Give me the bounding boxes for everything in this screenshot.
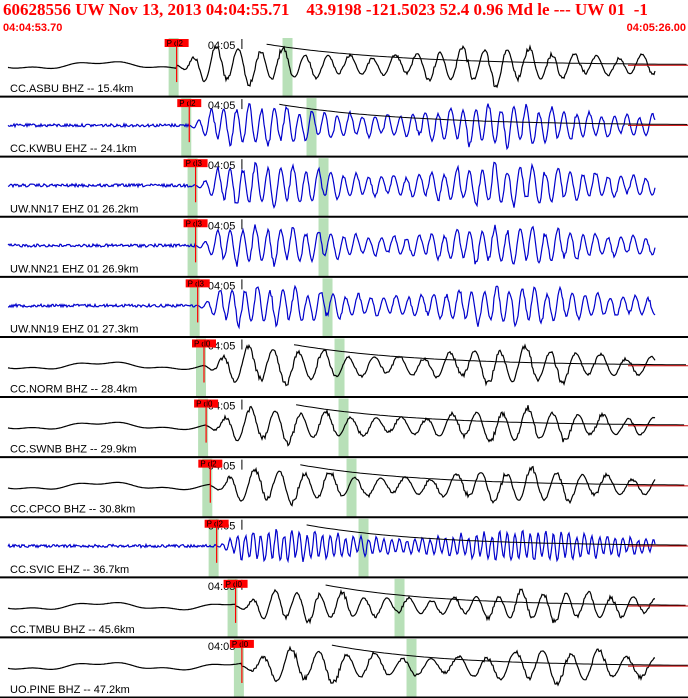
s-window-band bbox=[334, 338, 345, 397]
station-label: UW.NN17 EHZ 01 26.2km bbox=[10, 203, 138, 215]
station-label: UW.NN21 EHZ 01 26.9km bbox=[10, 263, 138, 275]
station-label: UO.PINE BHZ -- 47.2km bbox=[10, 684, 130, 696]
station-label: CC.TMBU BHZ -- 45.6km bbox=[10, 624, 135, 636]
coda-envelope bbox=[296, 404, 685, 426]
seismic-trace bbox=[7, 102, 656, 151]
p-pick-label: P d3 bbox=[186, 159, 203, 168]
p-window-band bbox=[196, 338, 206, 397]
p-window-band bbox=[208, 518, 219, 577]
p-pick-label: P d3 bbox=[186, 219, 203, 228]
time-tick-label: 04:05 bbox=[208, 100, 236, 112]
trace-panel[interactable]: 04:05 P d2 CC.KWBU EHZ -- 24.1km bbox=[0, 98, 688, 158]
s-window-band bbox=[318, 218, 329, 277]
s-window-band bbox=[306, 98, 317, 157]
p-window-band bbox=[227, 578, 238, 637]
trace-panel[interactable]: 04:05 P d3 UW.NN17 EHZ 01 26.2km bbox=[0, 158, 688, 218]
station-label: CC.KWBU EHZ -- 24.1km bbox=[10, 143, 137, 155]
seismic-trace bbox=[7, 44, 656, 89]
p-pick-label: P d2 bbox=[207, 520, 224, 529]
s-window-band bbox=[282, 38, 293, 97]
time-tick-label: 04:05 bbox=[208, 160, 236, 172]
coda-envelope bbox=[266, 43, 687, 65]
coda-envelope bbox=[279, 103, 688, 125]
end-time-label: 04:05:26.00 bbox=[626, 22, 686, 34]
p-window-band bbox=[189, 278, 200, 337]
waveform-plot[interactable]: 04:05 P d2 CC.ASBU BHZ -- 15.4km 04:05 P d2 C… bbox=[0, 37, 688, 698]
p-window-band bbox=[233, 638, 244, 697]
coda-envelope bbox=[293, 344, 686, 366]
s-window-band bbox=[394, 578, 405, 637]
coda-envelope bbox=[306, 524, 687, 546]
trace-panels: 04:05 P d2 CC.ASBU BHZ -- 15.4km 04:05 P d2 C… bbox=[0, 37, 688, 698]
p-pick-label: P d0 bbox=[194, 339, 211, 348]
p-pick-label: P d0 bbox=[232, 640, 249, 649]
seismic-trace bbox=[7, 465, 656, 507]
seismic-trace bbox=[7, 343, 656, 387]
time-tick-label: 04:05 bbox=[208, 40, 236, 52]
coda-envelope bbox=[331, 644, 688, 666]
seismic-trace bbox=[7, 161, 656, 209]
p-window-band bbox=[187, 158, 198, 217]
p-window-band bbox=[181, 98, 192, 157]
station-label: CC.SWNB BHZ -- 29.9km bbox=[10, 444, 137, 456]
event-title: 60628556 UW Nov 13, 2013 04:04:55.71 43.… bbox=[3, 0, 648, 19]
seismic-trace bbox=[7, 284, 656, 330]
time-tick-label: 04:05 bbox=[208, 641, 236, 653]
p-pick-label: P d2 bbox=[167, 39, 184, 48]
seismic-trace bbox=[7, 645, 656, 687]
s-window-band bbox=[346, 458, 357, 517]
seismic-trace bbox=[7, 224, 656, 267]
coda-envelope bbox=[300, 464, 685, 486]
station-label: UW.NN19 EHZ 01 27.3km bbox=[10, 323, 138, 335]
trace-panel[interactable]: 04:05 P d2 CC.ASBU BHZ -- 15.4km bbox=[0, 38, 688, 98]
p-pick-label: P d2 bbox=[179, 99, 196, 108]
trace-panel[interactable]: 04:05P d3 UW.NN19 EHZ 01 27.3km bbox=[0, 278, 688, 338]
s-window-band bbox=[318, 158, 329, 217]
p-pick-label: P d0 bbox=[226, 580, 243, 589]
time-tick-label: 04:05 bbox=[208, 220, 236, 232]
station-label: CC.CPCO BHZ -- 30.8km bbox=[10, 504, 135, 516]
p-window-band bbox=[187, 218, 198, 277]
seismic-trace bbox=[7, 528, 656, 564]
seismic-trace bbox=[7, 588, 656, 625]
start-time-label: 04:04:53.70 bbox=[3, 22, 63, 34]
s-window-band bbox=[406, 638, 417, 697]
station-label: CC.ASBU BHZ -- 15.4km bbox=[10, 83, 133, 95]
p-window-band bbox=[198, 398, 209, 457]
trace-panel[interactable]: 04:05P d0 UO.PINE BHZ -- 47.2km bbox=[0, 638, 688, 698]
p-pick-label: P d0 bbox=[196, 400, 213, 409]
seismic-trace bbox=[7, 405, 656, 447]
trace-panel[interactable]: 04:05 P d3 UW.NN21 EHZ 01 26.9km bbox=[0, 218, 688, 278]
seismogram-header: 60628556 UW Nov 13, 2013 04:04:55.71 43.… bbox=[0, 0, 688, 37]
p-pick-label: P d2 bbox=[200, 460, 217, 469]
station-label: CC.SVIC EHZ -- 36.7km bbox=[10, 564, 129, 576]
s-window-band bbox=[322, 278, 333, 337]
p-pick-label: P d3 bbox=[188, 279, 205, 288]
station-label: CC.NORM BHZ -- 28.4km bbox=[10, 384, 137, 396]
p-window-band bbox=[202, 458, 213, 517]
time-tick-label: 04:05 bbox=[208, 280, 236, 292]
p-window-band bbox=[168, 38, 179, 97]
coda-envelope bbox=[325, 584, 686, 606]
